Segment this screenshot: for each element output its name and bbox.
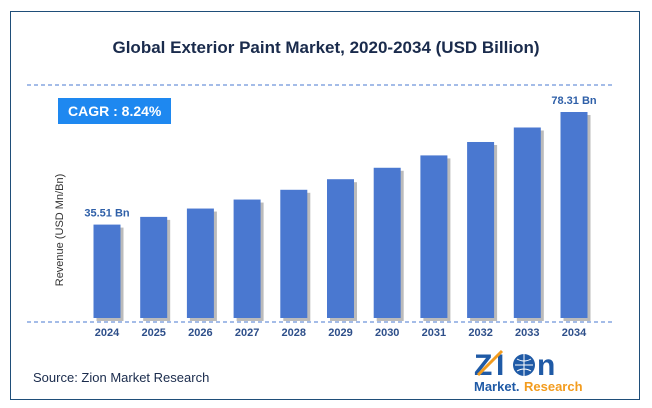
svg-text:I: I [496,349,504,382]
x-tick-label: 2028 [282,327,306,339]
bar-2032 [467,141,495,318]
zion-logo: Z I n Market. Research [474,349,583,394]
svg-text:n: n [537,349,555,382]
x-tick-label: 2027 [235,327,259,339]
svg-text:Market.: Market. [474,379,520,394]
data-label: 78.31 Bn [551,95,597,107]
x-tick-label: 2025 [141,327,165,339]
bar-2030 [373,167,401,318]
cagr-badge: CAGR : 8.24% [58,98,171,124]
bar-2029 [327,179,354,318]
x-tick-label: 2034 [562,327,587,339]
x-tick-label: 2032 [468,327,492,339]
bar-2024 [93,224,121,318]
bar-2025 [140,216,168,318]
bar-2033 [513,127,541,318]
svg-text:Research: Research [524,379,583,394]
x-tick-label: 2030 [375,327,399,339]
chart-title: Global Exterior Paint Market, 2020-2034 … [112,38,540,57]
x-tick-label: 2029 [328,327,352,339]
chart-frame [10,11,640,400]
bar-2028 [280,189,308,318]
bar-2027 [233,199,261,318]
data-label: 35.51 Bn [84,208,130,220]
x-tick-label: 2031 [422,327,446,339]
y-axis-label: Revenue (USD Mn/Bn) [54,174,66,287]
bar-2031 [420,155,448,318]
x-tick-label: 2024 [95,327,120,339]
bar-2034 [560,112,588,318]
source-text: Source: Zion Market Research [33,370,210,385]
x-tick-label: 2033 [515,327,539,339]
x-tick-label: 2026 [188,327,212,339]
bar-2026 [186,208,214,318]
